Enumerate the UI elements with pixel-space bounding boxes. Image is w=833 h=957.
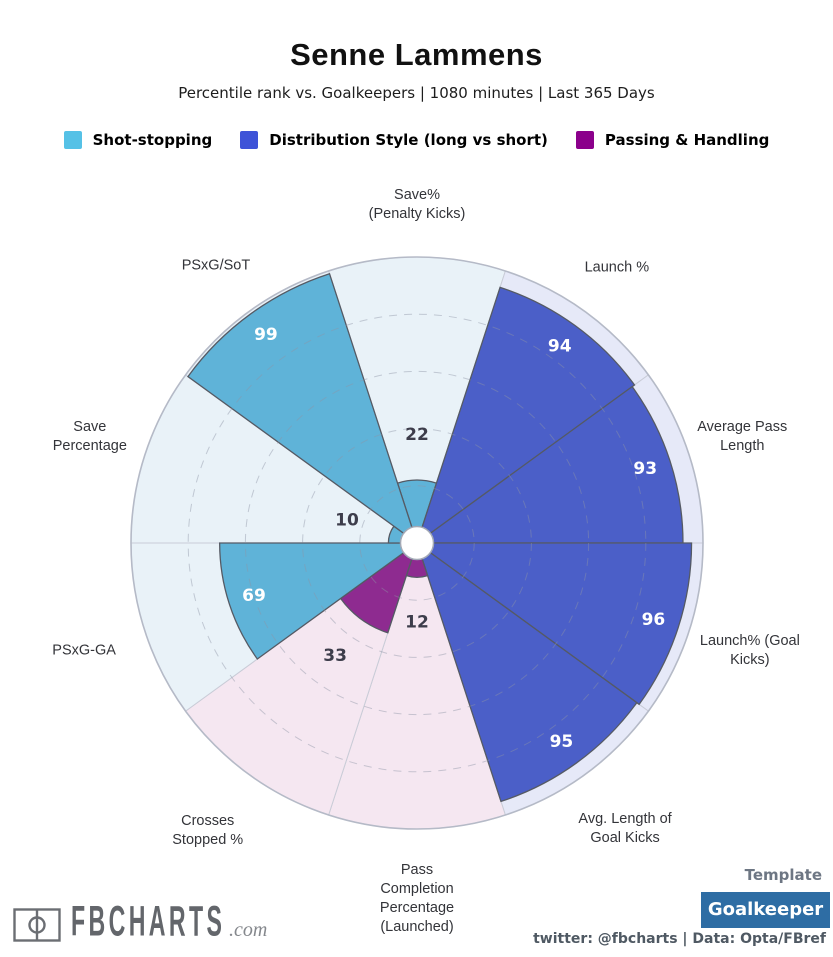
legend-label: Passing & Handling (604, 131, 770, 149)
slice-fill (414, 542, 693, 706)
slice-category-label: Launch% (Goal Kicks) (699, 633, 800, 669)
slice-category-label: Launch % (584, 259, 650, 276)
slice-category-label: Crosses Stopped % (172, 813, 244, 848)
slice-value-label: 96 (642, 610, 666, 630)
slice-value-label: 69 (242, 586, 266, 606)
pitch-icon (13, 908, 61, 942)
credits-text: twitter: @fbcharts | Data: Opta/FBref (533, 931, 826, 947)
slice-category-label: Pass Completion Percentage (Launched) (379, 862, 455, 935)
logo-text: FBCHARTS (71, 897, 226, 946)
slice-value-label: 10 (335, 510, 359, 530)
slice-value-label: 95 (550, 732, 574, 752)
ring-gridline (302, 428, 532, 658)
fbcharts-logo: FBCHARTS .com (13, 900, 268, 943)
slice-category-label: Average Pass Length (697, 419, 788, 455)
template-label: Template (744, 866, 822, 884)
slice-category-label: PSxG-GA (52, 642, 116, 659)
outer-circle (130, 256, 704, 830)
slice-fill (219, 542, 420, 660)
slice-category-label: PSxG/SoT (181, 257, 251, 274)
ring-gridline (244, 370, 590, 716)
page-title: Senne Lammens (290, 37, 543, 72)
slice-category-label: Save Percentage (52, 418, 127, 454)
legend-label: Shot-stopping (92, 131, 213, 149)
slice-value-label: 22 (405, 425, 429, 445)
ring-gridline (187, 313, 647, 773)
ring-gridline (359, 485, 475, 601)
legend-item: Distribution Style (long vs short) (240, 131, 548, 149)
legend-label: Distribution Style (long vs short) (269, 131, 548, 149)
center-hub (399, 525, 435, 561)
legend-item: Passing & Handling (575, 131, 770, 149)
slice-value-label: 12 (405, 612, 429, 632)
goalkeeper-template-button[interactable]: Goalkeeper (701, 892, 830, 928)
legend-swatch (575, 131, 594, 149)
slice-fill (414, 385, 684, 544)
slice-value-label: 33 (323, 646, 347, 666)
logo-dotcom: .com (229, 919, 268, 941)
legend-swatch (63, 131, 82, 149)
slice-fill (187, 272, 419, 545)
slice-fill (415, 286, 636, 545)
legend-item: Shot-stopping (63, 131, 213, 149)
slice-category-label: Save% (Penalty Kicks) (368, 187, 466, 222)
page-subtitle: Percentile rank vs. Goalkeepers | 1080 m… (178, 84, 655, 102)
legend-swatch (240, 131, 259, 149)
slice-fill (415, 541, 638, 803)
chart-legend: Shot-stopping Distribution Style (long vs… (0, 131, 833, 149)
slice-value-label: 94 (548, 337, 572, 357)
slice-value-label: 93 (633, 459, 657, 479)
slice-value-label: 99 (254, 325, 278, 345)
slice-category-label: Avg. Length of Goal Kicks (578, 811, 672, 847)
